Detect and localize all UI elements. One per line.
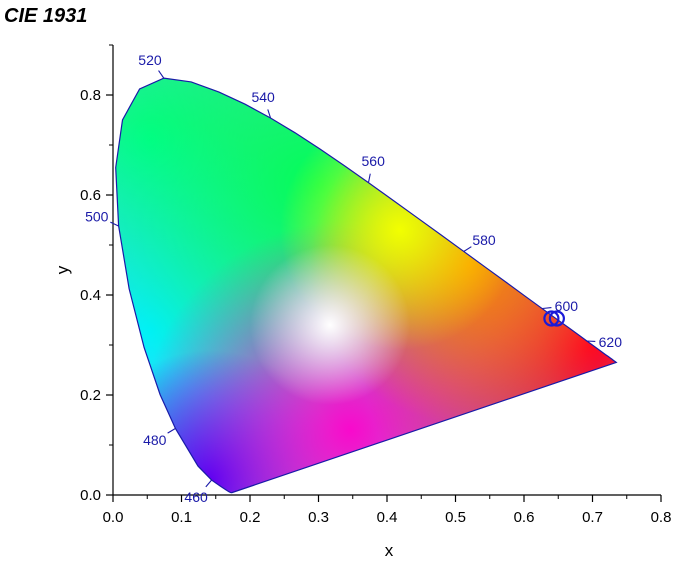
color-gamut-fill bbox=[115, 78, 617, 493]
y-tick-label: 0.0 bbox=[80, 487, 101, 504]
x-tick-label: 0.8 bbox=[651, 509, 672, 526]
wavelength-label: 480 bbox=[143, 432, 167, 448]
wavelength-tick bbox=[463, 246, 472, 252]
y-ticks: 0.0 0.2 0.4 0.6 0.8 bbox=[80, 44, 113, 504]
wavelength-label: 560 bbox=[362, 153, 386, 169]
x-tick-label: 0.3 bbox=[308, 509, 329, 526]
wavelength-tick bbox=[110, 221, 119, 227]
y-axis-label: y bbox=[53, 265, 72, 274]
x-tick-label: 0.2 bbox=[240, 509, 261, 526]
chart-title: CIE 1931 bbox=[4, 5, 87, 27]
wavelength-label: 580 bbox=[472, 232, 496, 248]
x-tick-label: 0.6 bbox=[514, 509, 535, 526]
x-ticks: 0.0 0.1 0.2 0.3 0.4 0.5 0.6 0.7 0.8 bbox=[103, 495, 672, 526]
wavelength-tick bbox=[158, 70, 165, 79]
y-tick-label: 0.2 bbox=[80, 387, 101, 404]
wavelength-label: 540 bbox=[251, 89, 275, 105]
x-tick-label: 0.4 bbox=[377, 509, 398, 526]
data-point bbox=[548, 310, 565, 327]
x-tick-label: 0.1 bbox=[171, 509, 192, 526]
y-tick-label: 0.8 bbox=[80, 87, 101, 104]
wavelength-label: 600 bbox=[555, 298, 579, 314]
wavelength-tick bbox=[267, 109, 272, 119]
wavelength-tick bbox=[205, 479, 213, 488]
x-axis-label: x bbox=[385, 541, 394, 560]
wavelength-ticks bbox=[110, 70, 596, 488]
spectral-locus-boundary bbox=[115, 77, 618, 494]
wavelength-tick bbox=[542, 307, 552, 310]
y-tick-label: 0.4 bbox=[80, 287, 101, 304]
wavelength-label: 620 bbox=[599, 334, 623, 350]
data-point bbox=[543, 310, 560, 327]
wavelength-tick bbox=[167, 428, 176, 434]
wavelength-tick bbox=[367, 173, 371, 183]
wavelength-labels: 460 480 500 520 540 560 580 600 620 bbox=[85, 52, 622, 505]
wavelength-label: 500 bbox=[85, 209, 109, 225]
y-tick-label: 0.6 bbox=[80, 187, 101, 204]
wavelength-label: 460 bbox=[184, 489, 208, 505]
x-tick-label: 0.5 bbox=[445, 509, 466, 526]
x-tick-label: 0.0 bbox=[103, 509, 124, 526]
wavelength-label: 520 bbox=[138, 52, 162, 68]
data-markers bbox=[543, 310, 565, 327]
x-tick-label: 0.7 bbox=[582, 509, 603, 526]
